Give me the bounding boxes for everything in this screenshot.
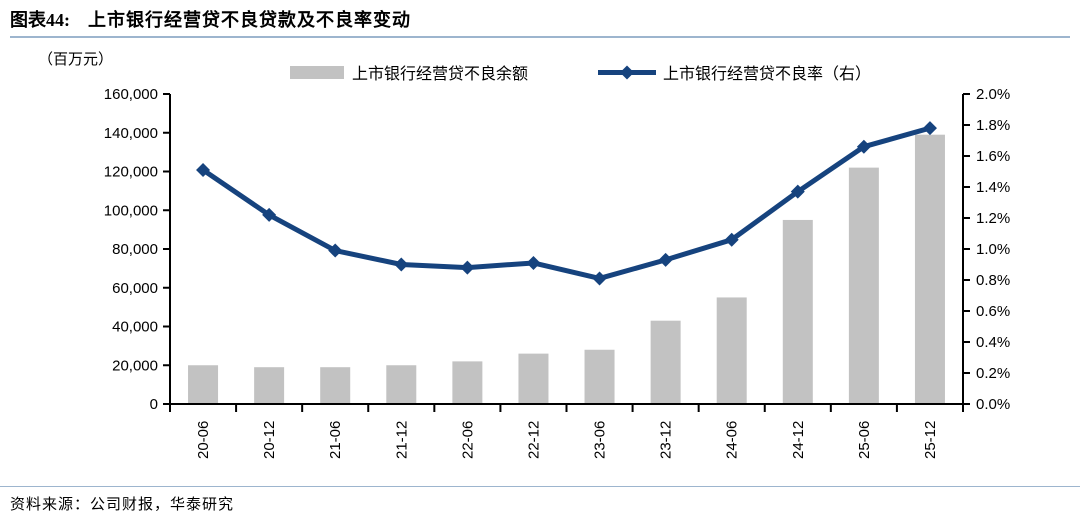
right-axis-tick-label: 0.4% bbox=[976, 334, 1010, 351]
chart-header: 图表44: 上市银行经营贷不良贷款及不良率变动 bbox=[10, 6, 1070, 38]
figure-number: 图表44: bbox=[10, 10, 70, 30]
line-marker-22-12 bbox=[526, 255, 541, 270]
left-axis-tick-label: 20,000 bbox=[112, 357, 158, 374]
right-axis-tick-label: 0.8% bbox=[976, 272, 1010, 289]
source-note: 资料来源：公司财报，华泰研究 bbox=[10, 497, 235, 513]
bar-22-06 bbox=[452, 361, 483, 404]
x-axis-category-label: 21-06 bbox=[327, 421, 344, 459]
line-marker-21-12 bbox=[394, 257, 409, 272]
right-axis-tick-label: 1.0% bbox=[976, 241, 1010, 258]
line-marker-20-12 bbox=[262, 207, 277, 222]
x-axis-category-label: 20-06 bbox=[195, 421, 212, 459]
bar-24-06 bbox=[716, 297, 747, 404]
x-axis-category-label: 25-06 bbox=[856, 421, 873, 459]
bar-25-06 bbox=[848, 167, 879, 404]
bar-20-12 bbox=[254, 367, 285, 404]
left-axis-tick-label: 160,000 bbox=[104, 86, 158, 103]
x-axis-category-label: 24-06 bbox=[724, 421, 741, 459]
x-axis-category-label: 24-12 bbox=[790, 421, 807, 459]
left-axis-tick-label: 40,000 bbox=[112, 319, 158, 336]
right-axis-tick-label: 0.6% bbox=[976, 303, 1010, 320]
figure-title: 上市银行经营贷不良贷款及不良率变动 bbox=[88, 10, 411, 30]
bar-21-06 bbox=[320, 367, 351, 404]
right-axis-tick-label: 1.4% bbox=[976, 179, 1010, 196]
left-axis-tick-label: 120,000 bbox=[104, 164, 158, 181]
bar-20-06 bbox=[188, 365, 219, 404]
x-axis-category-label: 25-12 bbox=[922, 421, 939, 459]
left-axis-tick-label: 60,000 bbox=[112, 280, 158, 297]
plot-area: 0 20,000 40,000 60,000 80,000 100,000 120,000 1… bbox=[104, 86, 1010, 459]
legend-bar-swatch bbox=[290, 66, 344, 79]
left-axis-tick-label: 100,000 bbox=[104, 202, 158, 219]
bar-25-12 bbox=[914, 134, 945, 404]
x-axis-category-label: 23-12 bbox=[658, 421, 675, 459]
x-axis-category-label: 23-06 bbox=[592, 421, 609, 459]
right-axis-tick-label: 1.6% bbox=[976, 148, 1010, 165]
legend-line-marker-diamond-icon bbox=[620, 65, 634, 80]
bar-23-12 bbox=[650, 320, 681, 404]
left-axis-tick-label: 140,000 bbox=[104, 125, 158, 142]
line-marker-24-12 bbox=[790, 184, 805, 199]
footer-divider bbox=[0, 486, 1080, 487]
title-underline bbox=[10, 36, 1070, 38]
left-axis-tick-label: 80,000 bbox=[112, 241, 158, 258]
right-axis-tick-label: 0.2% bbox=[976, 365, 1010, 382]
left-axis-tick-label: 0 bbox=[150, 396, 158, 413]
x-axis-category-label: 22-12 bbox=[525, 421, 542, 459]
right-axis-tick-label: 1.8% bbox=[976, 117, 1010, 134]
x-axis-category-label: 22-06 bbox=[459, 421, 476, 459]
bar-23-06 bbox=[584, 349, 615, 404]
chart-legend: 上市银行经营贷不良余额 上市银行经营贷不良率（右） bbox=[290, 64, 871, 83]
x-axis-category-label: 21-12 bbox=[393, 421, 410, 459]
npl-ratio-line bbox=[201, 125, 931, 281]
bar-24-12 bbox=[782, 219, 813, 404]
page-title: 图表44: 上市银行经营贷不良贷款及不良率变动 bbox=[10, 6, 1070, 32]
line-marker-22-06 bbox=[460, 260, 475, 275]
line-marker-25-06 bbox=[856, 139, 871, 154]
line-marker-23-06 bbox=[592, 271, 607, 286]
combo-chart: （百万元） 上市银行经营贷不良余额 上市银行经营贷不良率（右） 0 20,000 4… bbox=[38, 51, 1010, 459]
right-axis-tick-label: 2.0% bbox=[976, 86, 1010, 103]
legend-line-label: 上市银行经营贷不良率（右） bbox=[663, 65, 871, 83]
x-axis-category-label: 20-12 bbox=[261, 421, 278, 459]
legend-bar-label: 上市银行经营贷不良余额 bbox=[352, 64, 528, 83]
line-marker-21-06 bbox=[328, 243, 343, 258]
right-axis-tick-label: 1.2% bbox=[976, 210, 1010, 227]
line-marker-20-06 bbox=[196, 162, 211, 177]
line-marker-25-12 bbox=[922, 121, 937, 136]
bar-22-12 bbox=[518, 353, 549, 404]
line-marker-24-06 bbox=[724, 232, 739, 247]
left-axis-unit-label: （百万元） bbox=[38, 51, 113, 68]
bar-21-12 bbox=[386, 365, 417, 404]
right-axis-tick-label: 0.0% bbox=[976, 396, 1010, 413]
line-marker-23-12 bbox=[658, 252, 673, 267]
